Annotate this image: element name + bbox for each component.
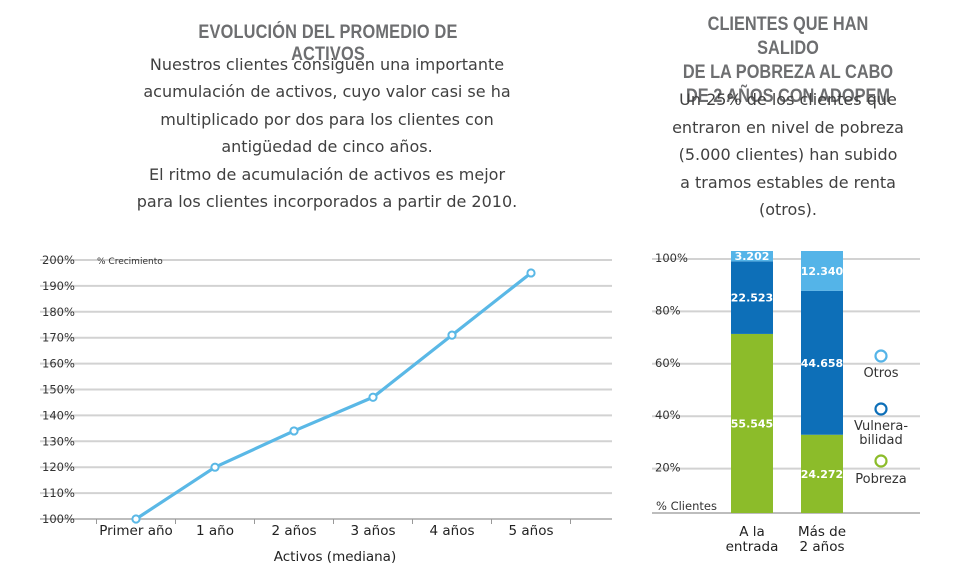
description-line: (otros).	[759, 200, 817, 219]
bar-segment-otros	[801, 251, 843, 291]
x-tick-label: Primer año	[99, 523, 173, 539]
description-line: multiplicado por dos para los clientes c…	[160, 109, 494, 129]
description-line: El ritmo de acumulación de activos es me…	[148, 164, 506, 184]
bar-value-label: 22.523	[731, 292, 773, 305]
y-tick-label: 180%	[42, 305, 75, 319]
title-line: DE 2 AÑOS CON ADOPEM	[686, 86, 890, 107]
bar-segment-vulnerabilidad	[731, 261, 773, 334]
y-tick-label: 20%	[655, 461, 681, 475]
data-point	[368, 392, 378, 402]
y-tick-label: 80%	[655, 303, 681, 317]
bar-value-label: 55.545	[731, 417, 773, 430]
data-point	[210, 462, 220, 472]
x-tick-label: Más de	[798, 524, 846, 540]
description-line: antigüedad de cinco años.	[221, 137, 433, 157]
y-tick-label: 100%	[42, 512, 75, 526]
bar-value-label: 3.202	[735, 250, 770, 263]
legend-marker	[874, 349, 888, 363]
bar-segment-pobreza	[801, 434, 843, 513]
x-tick-label: 1 año	[196, 523, 234, 539]
legend-label: Pobreza	[855, 472, 906, 487]
title-line: CLIENTES QUE HAN SALIDO	[707, 14, 869, 59]
description-line: a tramos estables de renta	[680, 172, 896, 192]
x-tick-label: 4 años	[429, 523, 474, 539]
x-tick-label: 2 años	[799, 539, 844, 555]
title-line: DE LA POBREZA AL CABO	[682, 62, 894, 83]
legend-label: bilidad	[859, 433, 903, 448]
x-axis-label: Activos (mediana)	[274, 549, 396, 565]
asset-evolution-title: EVOLUCIÓN DEL PROMEDIO DE ACTIVOS	[198, 22, 458, 65]
x-tick-label: 5 años	[508, 523, 553, 539]
description-line: acumulación de activos, cuyo valor casi …	[143, 82, 511, 102]
y-tick-label: 120%	[42, 460, 75, 474]
y-tick-label: 60%	[655, 356, 681, 370]
bar-value-label: 12.340	[801, 265, 844, 278]
y-axis-label: % Crecimiento	[97, 257, 163, 267]
poverty-exit-description: Un 25% de los clientes que entraron en n…	[660, 86, 916, 224]
y-tick-label: 160%	[42, 357, 75, 371]
x-tick-label: 2 años	[271, 523, 316, 539]
y-axis-label: % Clientes	[656, 499, 717, 513]
y-tick-label: 140%	[42, 408, 75, 422]
bar-segment-pobreza	[731, 333, 773, 513]
asset-evolution-description: Nuestros clientes consiguen una importan…	[120, 51, 534, 215]
y-tick-label: 110%	[42, 486, 75, 500]
y-tick-label: 190%	[42, 279, 75, 293]
bar-value-label: 44.658	[801, 357, 843, 370]
x-tick-label: entrada	[726, 539, 779, 555]
data-point	[447, 330, 457, 340]
bar-value-label: 24.272	[801, 468, 843, 481]
y-tick-label: 200%	[42, 253, 75, 267]
data-point	[289, 426, 299, 436]
y-tick-label: 130%	[42, 434, 75, 448]
legend-label: Otros	[863, 366, 898, 381]
description-line: Nuestros clientes consiguen una importan…	[149, 55, 505, 74]
legend-label: Vulnera-	[854, 419, 908, 434]
legend-marker	[874, 454, 888, 468]
legend-marker	[874, 402, 888, 416]
data-point	[131, 514, 141, 524]
description-line: para los clientes incorporados a partir …	[136, 192, 518, 212]
y-tick-label: 150%	[42, 383, 75, 397]
bar-segment-vulnerabilidad	[801, 290, 843, 435]
x-tick-label: A la	[739, 524, 765, 540]
y-tick-label: 40%	[655, 408, 681, 422]
description-line: Un 25% de los clientes que	[679, 90, 897, 109]
poverty-exit-title: CLIENTES QUE HAN SALIDO DE LA POBREZA AL…	[678, 13, 898, 109]
bar-segment-otros	[731, 251, 773, 262]
x-tick-label: 3 años	[350, 523, 395, 539]
series-line	[135, 271, 532, 521]
y-tick-label: 170%	[42, 331, 75, 345]
y-tick-label: 100%	[655, 251, 688, 265]
description-line: (5.000 clientes) han subido	[678, 145, 898, 164]
description-line: entraron en nivel de pobreza	[672, 117, 904, 137]
data-point	[526, 268, 536, 278]
